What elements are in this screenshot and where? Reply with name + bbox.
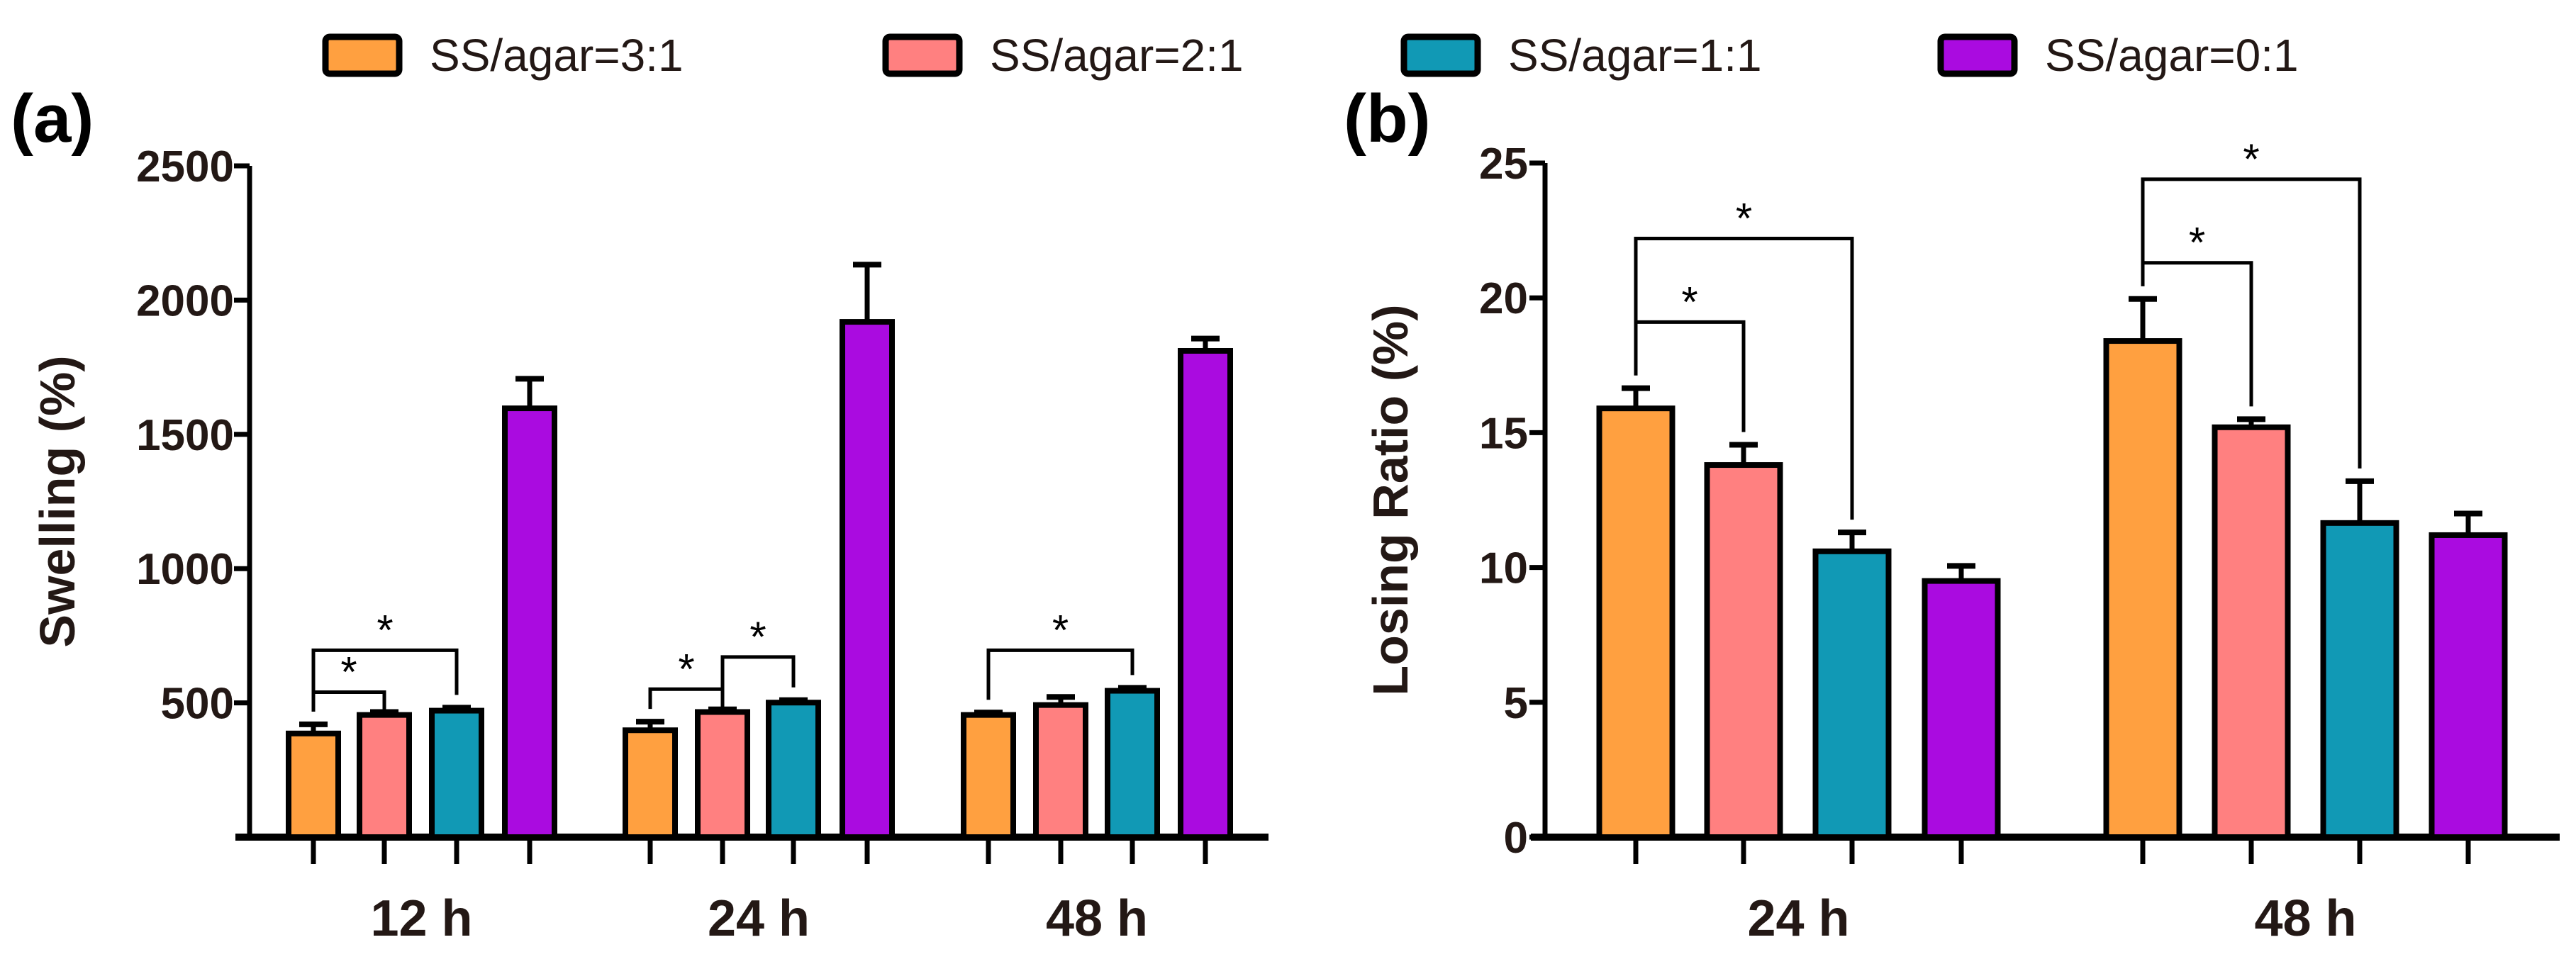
y-tick-label: 15 — [1479, 409, 1528, 458]
legend-label: SS/agar=0:1 — [2045, 30, 2299, 81]
bar — [961, 712, 1016, 840]
bar — [623, 727, 678, 840]
y-tick-label: 20 — [1479, 274, 1528, 323]
significance-label: * — [1681, 278, 1697, 325]
significance-label: * — [377, 606, 393, 654]
significance-bracket — [1634, 237, 1854, 520]
bar — [1178, 347, 1233, 840]
y-tick-label: 2500 — [136, 142, 234, 191]
significance-label: * — [2189, 219, 2205, 267]
bar — [2103, 338, 2182, 840]
bar — [1812, 548, 1892, 840]
bar — [357, 712, 412, 840]
significance-label: * — [1736, 195, 1752, 242]
x-tick-label: 24 h — [708, 890, 810, 947]
bar — [695, 709, 750, 840]
panel-b-losing-ratio-chart: (b) Losing Ratio (%) 0 5 10 15 20 25 24 h 48 h * * *… — [1344, 81, 2560, 947]
y-axis-label: Losing Ratio (%) — [1363, 304, 1418, 695]
legend-swatch — [882, 33, 963, 77]
panel-label: (a) — [11, 81, 94, 157]
x-tick-label: 12 h — [370, 890, 472, 947]
significance-bracket — [986, 648, 1134, 700]
bar — [766, 700, 821, 840]
legend-swatch — [1937, 33, 2018, 77]
y-axis-label: Swelling (%) — [30, 355, 85, 647]
x-tick-label: 48 h — [2254, 890, 2356, 947]
legend-label: SS/agar=3:1 — [430, 30, 684, 81]
significance-label: * — [678, 645, 694, 693]
significance-label: * — [2243, 135, 2259, 183]
bar — [1704, 462, 1783, 840]
bar — [429, 707, 484, 840]
bar — [840, 319, 895, 840]
legend: SS/agar=3:1 SS/agar=2:1 SS/agar=1:1 SS/agar… — [322, 30, 2299, 81]
panel-label: (b) — [1344, 81, 1431, 157]
bar — [2429, 532, 2508, 841]
y-tick-label: 5 — [1504, 679, 1528, 728]
x-tick-label: 24 h — [1747, 890, 1849, 947]
significance-label: * — [749, 613, 766, 661]
bar — [2212, 424, 2291, 840]
bar — [1033, 702, 1088, 840]
x-tick-label: 48 h — [1046, 890, 1148, 947]
bar — [1922, 578, 2001, 840]
significance-label: * — [340, 648, 357, 695]
significance-bracket — [648, 687, 725, 710]
significance-bracket — [311, 648, 459, 712]
significance-label: * — [1052, 606, 1069, 654]
y-tick-label: 1500 — [136, 411, 234, 460]
y-tick-label: 25 — [1479, 140, 1528, 189]
y-tick-label: 500 — [161, 680, 234, 729]
bar — [286, 730, 341, 840]
y-tick-label: 0 — [1504, 814, 1528, 863]
bar — [1105, 688, 1160, 841]
y-tick-label: 1000 — [136, 545, 234, 594]
legend-label: SS/agar=2:1 — [990, 30, 1244, 81]
significance-bracket — [2141, 177, 2362, 469]
y-tick-label: 10 — [1479, 544, 1528, 593]
panel-a-swelling-chart: (a) Swelling (%) 500 1000 1500 2000 2500 12 h 24… — [11, 81, 1269, 947]
y-tick-label: 2000 — [136, 276, 234, 325]
bar — [502, 405, 557, 840]
significance-bracket — [720, 655, 796, 697]
legend-swatch — [322, 33, 403, 77]
bar — [2320, 520, 2399, 840]
legend-label: SS/agar=1:1 — [1508, 30, 1762, 81]
legend-swatch — [1400, 33, 1481, 77]
bar — [1596, 405, 1675, 840]
